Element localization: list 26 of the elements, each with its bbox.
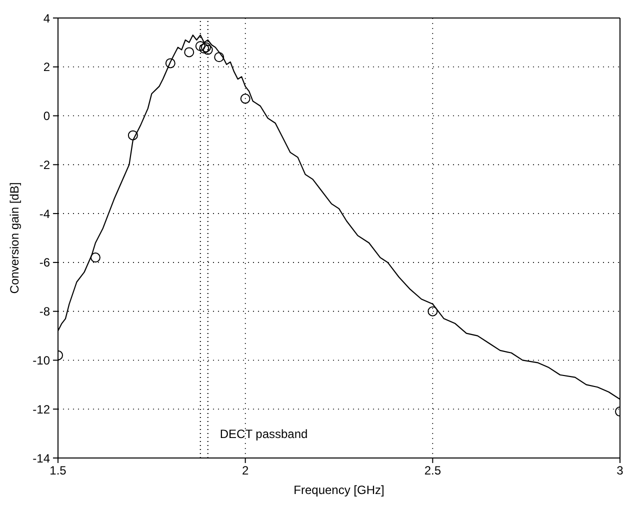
x-tick-label: 1.5: [50, 464, 67, 478]
point: [195, 41, 206, 52]
point: [202, 44, 213, 55]
point: [165, 58, 176, 68]
point: [128, 130, 138, 140]
y-tick-label: 2: [43, 60, 50, 74]
x-tick-label: 2: [242, 464, 249, 478]
y-tick-label: -8: [39, 304, 50, 319]
point: [184, 47, 194, 58]
point: [90, 252, 100, 263]
x-axis-title: Frequency [GHz]: [294, 483, 384, 497]
y-tick-label: 0: [43, 109, 50, 124]
point: [214, 52, 224, 62]
y-tick-label: -12: [32, 402, 50, 416]
point: [428, 306, 438, 316]
x-tick-label: 2.5: [424, 464, 442, 478]
annotation: DECT passband: [220, 426, 308, 441]
y-tick-label: -10: [32, 353, 50, 368]
y-axis-title: Conversion gain [dB]: [7, 182, 22, 294]
x-tick-label: 3: [616, 464, 624, 478]
y-tick-label: -14: [32, 451, 50, 466]
y-tick-label: -6: [39, 256, 50, 270]
y-tick-label: -2: [39, 158, 50, 172]
y-tick-label: 4: [43, 11, 50, 26]
y-tick-label: -4: [39, 206, 50, 221]
point: [240, 94, 250, 104]
